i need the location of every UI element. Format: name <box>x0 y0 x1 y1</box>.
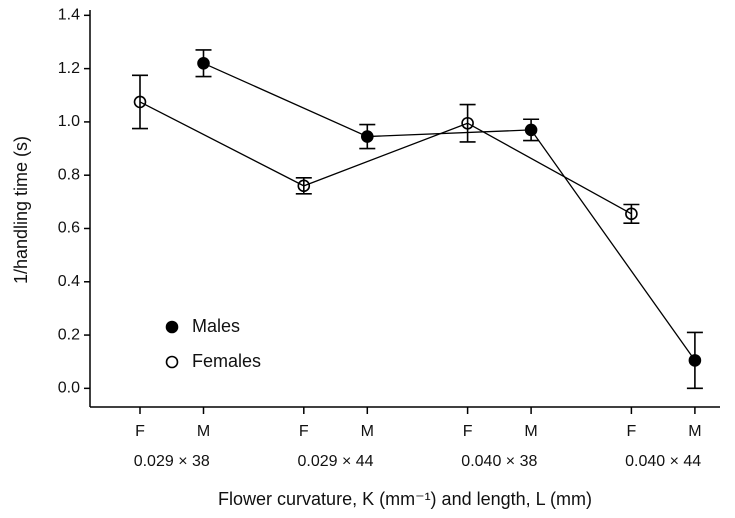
group-label: 0.040 × 38 <box>461 453 537 470</box>
legend-label: Males <box>192 316 240 336</box>
y-tick-label: 0.8 <box>58 166 80 183</box>
group-label: 0.029 × 44 <box>298 453 374 470</box>
error-bar <box>132 74 148 130</box>
x-tick-label: M <box>361 423 374 440</box>
y-tick-label: 0.2 <box>58 326 80 343</box>
y-tick-label: 0.6 <box>58 220 80 237</box>
legend-marker <box>165 355 179 369</box>
error-bar <box>459 103 476 143</box>
y-tick-label: 1.0 <box>58 113 80 130</box>
marker <box>133 95 147 109</box>
marker <box>688 354 702 367</box>
y-axis-title: 1/handling time (s) <box>11 136 31 284</box>
x-tick-label: M <box>688 423 701 440</box>
x-tick-label: F <box>299 423 309 440</box>
y-tick-label: 1.4 <box>58 7 80 24</box>
x-tick-label: F <box>627 423 637 440</box>
x-tick-label: F <box>135 423 145 440</box>
marker <box>625 207 638 221</box>
legend-marker <box>165 320 179 334</box>
series-line <box>139 101 632 215</box>
x-tick-label: M <box>524 423 537 440</box>
marker <box>360 130 374 143</box>
y-tick-label: 0.0 <box>58 380 80 397</box>
series-line <box>203 62 696 361</box>
marker <box>197 56 210 70</box>
x-tick-label: M <box>197 423 210 440</box>
marker <box>297 179 311 193</box>
group-label: 0.040 × 44 <box>625 453 701 470</box>
y-tick-label: 1.2 <box>58 60 80 77</box>
y-tick-label: 0.4 <box>58 273 80 290</box>
group-label: 0.029 × 38 <box>134 453 210 470</box>
marker <box>524 123 538 137</box>
marker <box>461 116 474 130</box>
legend-label: Females <box>192 351 261 371</box>
x-tick-label: F <box>463 423 473 440</box>
x-axis-title: Flower curvature, K (mm⁻¹) and length, L… <box>218 489 592 509</box>
